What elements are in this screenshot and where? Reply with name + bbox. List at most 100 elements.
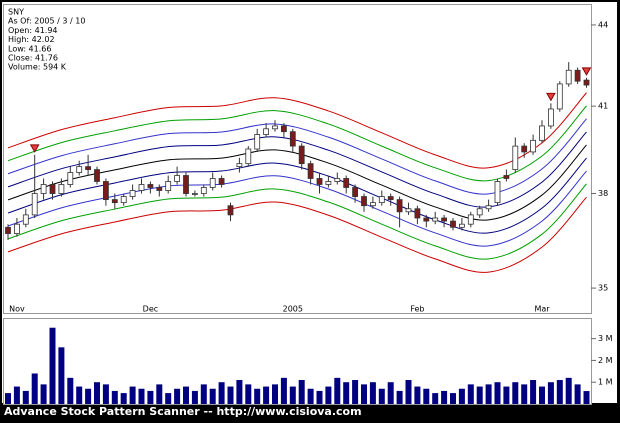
candle-body xyxy=(58,184,65,194)
candle-body xyxy=(476,208,483,216)
band-line xyxy=(7,183,587,260)
candle-body xyxy=(414,208,421,219)
volume-bar xyxy=(85,388,92,404)
y-tick-label: 41 xyxy=(598,102,608,111)
volume-bar xyxy=(227,386,234,404)
volume-bar xyxy=(218,382,225,404)
candle-body xyxy=(325,181,332,185)
candle-body xyxy=(378,196,385,204)
volume-bar xyxy=(272,384,278,404)
candle-body xyxy=(352,187,359,197)
candle-body xyxy=(530,139,536,153)
candle-body xyxy=(512,145,519,170)
volume-bar xyxy=(200,384,207,404)
volume-bar xyxy=(280,377,287,404)
volume-bar xyxy=(183,386,189,404)
candle-body xyxy=(174,175,181,182)
candle-body xyxy=(209,178,216,188)
volume-bar xyxy=(174,388,181,404)
band-line xyxy=(7,144,587,221)
info-text: Volume: 594 K xyxy=(8,63,67,72)
volume-bar xyxy=(147,390,154,404)
candle-body xyxy=(103,181,109,200)
volume-bar xyxy=(387,382,394,404)
candle-body xyxy=(272,125,278,130)
candle-body xyxy=(556,83,563,110)
candle-body xyxy=(458,223,465,228)
footer-text: Advance Stock Pattern Scanner -- http://… xyxy=(4,405,362,418)
volume-bar xyxy=(40,384,47,404)
volume-bar xyxy=(316,390,323,404)
y-tick-label: 1 M xyxy=(598,378,613,387)
candle-body xyxy=(147,184,154,188)
candle-body xyxy=(521,145,528,153)
volume-bar xyxy=(361,384,367,404)
volume-bar xyxy=(343,382,350,404)
volume-bar xyxy=(165,393,172,404)
volume-bar xyxy=(111,390,118,404)
volume-bar xyxy=(574,384,581,404)
candle-body xyxy=(387,196,394,200)
volume-bar xyxy=(423,388,430,404)
volume-bar xyxy=(503,386,510,404)
candle-body xyxy=(227,205,234,216)
candle-body xyxy=(396,199,403,213)
info-text: High: 42.02 xyxy=(8,35,55,44)
candle-body xyxy=(138,184,145,191)
signal-marker xyxy=(546,92,556,102)
candle-body xyxy=(22,214,29,225)
candle-body xyxy=(165,181,172,191)
candle-body xyxy=(111,199,118,204)
candle-body xyxy=(361,196,367,207)
volume-bar xyxy=(5,393,11,404)
volume-bar xyxy=(352,380,359,404)
candle-body xyxy=(218,178,225,185)
volume-bar xyxy=(191,390,198,404)
volume-bar xyxy=(414,386,421,404)
candle-body xyxy=(343,178,350,188)
volume-bar xyxy=(298,380,305,404)
volume-bar xyxy=(209,388,216,404)
candle-body xyxy=(548,108,554,127)
volume-bar xyxy=(334,377,341,404)
candle-body xyxy=(120,196,127,204)
volume-bar xyxy=(22,390,29,404)
volume-bar xyxy=(129,386,136,404)
candle-body xyxy=(441,217,448,222)
candle-body xyxy=(5,226,11,234)
candle-body xyxy=(450,220,456,228)
candle-body xyxy=(183,175,189,194)
band-line xyxy=(7,131,587,208)
band-line xyxy=(7,105,587,182)
info-text: Close: 41.76 xyxy=(8,54,58,63)
volume-bar xyxy=(13,386,20,404)
footer-bar xyxy=(0,405,620,419)
candle-body xyxy=(334,178,341,182)
signal-marker xyxy=(581,67,592,76)
candle-body xyxy=(40,184,47,194)
info-text: SNY xyxy=(8,8,24,17)
candle-body xyxy=(49,184,56,194)
candle-body xyxy=(467,214,474,225)
volume-bar xyxy=(325,386,332,404)
volume-bar xyxy=(31,373,38,404)
candle-body xyxy=(307,163,314,179)
candle-body xyxy=(298,145,305,165)
volume-bar xyxy=(156,384,163,404)
volume-bar xyxy=(307,388,314,404)
candle-body xyxy=(129,190,136,197)
volume-bar xyxy=(583,391,590,404)
y-tick-label: 2 M xyxy=(598,356,613,365)
volume-bar xyxy=(378,388,385,404)
info-text: Open: 41.94 xyxy=(8,26,58,35)
candle-body xyxy=(423,217,430,222)
volume-plot-frame xyxy=(3,318,592,405)
x-tick-label: Nov xyxy=(9,305,25,314)
volume-bar xyxy=(289,386,296,404)
volume-bar xyxy=(539,386,545,404)
info-text: As Of: 2005 / 3 / 10 xyxy=(8,17,85,26)
candle-body xyxy=(316,178,323,185)
band-line xyxy=(7,157,587,234)
volume-bar xyxy=(441,390,448,404)
